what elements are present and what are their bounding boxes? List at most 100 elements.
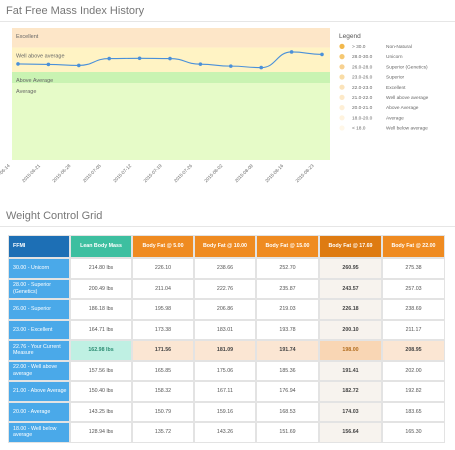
legend-swatch bbox=[339, 54, 345, 60]
x-tick-label: 2015-08-02 bbox=[203, 163, 223, 183]
legend-range: < 18.0 bbox=[352, 126, 366, 132]
body-fat-weight-cell: 150.79 bbox=[132, 401, 194, 422]
legend-label: Non-Natural bbox=[386, 44, 412, 50]
legend-range: 22.0-23.0 bbox=[352, 85, 373, 91]
body-fat-weight-cell: 175.06 bbox=[194, 360, 256, 381]
title-divider bbox=[0, 21, 455, 22]
body-fat-weight-cell: 195.98 bbox=[132, 299, 194, 320]
data-point bbox=[259, 65, 264, 70]
body-fat-weight-cell: 191.74 bbox=[256, 340, 319, 361]
body-fat-weight-cell: 159.16 bbox=[194, 401, 256, 422]
body-fat-weight-cell: 226.18 bbox=[319, 299, 382, 320]
x-tick-label: 2015-08-23 bbox=[295, 163, 315, 183]
weight-control-grid-title: Weight Control Grid bbox=[6, 210, 103, 222]
header-ffmi: FFMI bbox=[8, 235, 70, 258]
band-excellent bbox=[12, 28, 330, 48]
body-fat-weight-cell: 174.03 bbox=[319, 401, 382, 422]
current-measure-row: 22.76 - Your Current Measure 162.98 lbs 17… bbox=[8, 340, 445, 361]
data-point bbox=[16, 62, 20, 66]
data-point bbox=[46, 62, 51, 67]
header-lean-body-mass: Lean Body Mass bbox=[70, 235, 132, 258]
lean-mass-cell: 162.98 lbs bbox=[70, 340, 132, 361]
body-fat-weight-cell: 182.72 bbox=[319, 381, 382, 402]
x-tick-label: 2015-06-21 bbox=[21, 163, 41, 183]
ffmi-cell: 26.00 - Superior bbox=[8, 299, 70, 320]
band-label: Well above average bbox=[16, 54, 65, 60]
legend-label: Well above average bbox=[386, 95, 429, 101]
lean-mass-cell: 128.94 lbs bbox=[70, 422, 132, 443]
ffmi-history-chart: Excellent Well above average Above Average… bbox=[0, 28, 451, 183]
body-fat-weight-cell: 168.53 bbox=[256, 401, 319, 422]
lean-mass-cell: 200.49 lbs bbox=[70, 278, 132, 299]
ffmi-history-title: Fat Free Mass Index History bbox=[6, 5, 145, 17]
body-fat-weight-cell: 173.38 bbox=[132, 319, 194, 340]
data-point bbox=[168, 56, 172, 61]
legend-swatch bbox=[339, 74, 345, 80]
legend-label: Superior bbox=[386, 75, 405, 81]
body-fat-weight-cell: 226.10 bbox=[132, 258, 194, 279]
body-fat-weight-cell: 176.94 bbox=[256, 381, 319, 402]
weight-control-grid: FFMI Lean Body Mass Body Fat @ 5.00 Body… bbox=[8, 235, 445, 443]
body-fat-weight-cell: 193.78 bbox=[256, 319, 319, 340]
body-fat-weight-cell: 135.72 bbox=[132, 422, 194, 443]
data-point bbox=[320, 52, 324, 57]
lean-mass-cell: 186.18 lbs bbox=[70, 299, 132, 320]
body-fat-weight-cell: 211.04 bbox=[132, 278, 194, 299]
lean-mass-cell: 157.56 lbs bbox=[70, 360, 132, 381]
table-row: 23.00 - Excellent 164.71 lbs 173.38 183.01 1… bbox=[8, 319, 445, 340]
table-row: 26.00 - Superior 186.18 lbs 195.98 206.86 21… bbox=[8, 299, 445, 320]
x-tick-label: 2015-08-09 bbox=[234, 163, 254, 183]
table-row: 28.00 - Superior (Genetics) 200.49 lbs 211… bbox=[8, 278, 445, 299]
table-row: 18.00 - Well below average 128.94 lbs 135.… bbox=[8, 422, 445, 443]
legend-swatch bbox=[339, 94, 345, 100]
body-fat-weight-cell: 200.10 bbox=[319, 319, 382, 340]
band-average bbox=[12, 83, 330, 160]
table-row: 30.00 - Unicorn 214.80 lbs 226.10 238.66 252… bbox=[8, 258, 445, 279]
body-fat-weight-cell: 181.09 bbox=[194, 340, 256, 361]
grid-header-row: FFMI Lean Body Mass Body Fat @ 5.00 Body… bbox=[8, 235, 445, 258]
body-fat-weight-cell: 235.87 bbox=[256, 278, 319, 299]
header-body-fat-5: Body Fat @ 5.00 bbox=[132, 235, 194, 258]
legend-label: Above Average bbox=[386, 105, 419, 111]
body-fat-weight-cell: 275.38 bbox=[382, 258, 445, 279]
legend-title: Legend bbox=[339, 33, 361, 40]
legend-range: 23.0-26.0 bbox=[352, 75, 373, 81]
table-row: 21.00 - Above Average 150.40 lbs 158.32 167… bbox=[8, 381, 445, 402]
body-fat-weight-cell: 156.64 bbox=[319, 422, 382, 443]
legend-range: 20.0-21.0 bbox=[352, 105, 373, 111]
band-label: Average bbox=[16, 89, 36, 95]
x-tick-label: 2015-06-28 bbox=[51, 163, 71, 183]
band-label: Excellent bbox=[16, 34, 39, 40]
legend-range: 28.0-30.0 bbox=[352, 54, 373, 60]
body-fat-weight-cell: 238.66 bbox=[194, 258, 256, 279]
header-body-fat-10: Body Fat @ 10.00 bbox=[194, 235, 256, 258]
x-tick-label: 2015-07-05 bbox=[82, 163, 102, 183]
legend-label: Excellent bbox=[386, 85, 406, 91]
legend-label: Unicorn bbox=[386, 54, 403, 60]
data-point bbox=[229, 64, 233, 68]
lean-mass-cell: 164.71 lbs bbox=[70, 319, 132, 340]
body-fat-weight-cell: 206.86 bbox=[194, 299, 256, 320]
body-fat-weight-cell: 257.03 bbox=[382, 278, 445, 299]
x-tick-label: 2015-06-14 bbox=[0, 163, 11, 183]
band-label: Above Average bbox=[16, 78, 53, 84]
body-fat-weight-cell: 222.76 bbox=[194, 278, 256, 299]
legend-swatch bbox=[339, 64, 345, 70]
body-fat-weight-cell: 143.26 bbox=[194, 422, 256, 443]
body-fat-weight-cell: 260.95 bbox=[319, 258, 382, 279]
body-fat-weight-cell: 158.32 bbox=[132, 381, 194, 402]
body-fat-weight-cell: 183.65 bbox=[382, 401, 445, 422]
body-fat-weight-cell: 165.30 bbox=[382, 422, 445, 443]
lean-mass-cell: 150.40 lbs bbox=[70, 381, 132, 402]
legend-swatch bbox=[339, 115, 345, 121]
band-above-average bbox=[12, 72, 330, 83]
legend-label: Superior (Genetics) bbox=[386, 64, 428, 70]
lean-mass-cell: 214.80 lbs bbox=[70, 258, 132, 279]
header-body-fat-current: Body Fat @ 17.69 bbox=[319, 235, 382, 258]
legend-range: 18.0-20.0 bbox=[352, 115, 373, 121]
legend-range: 26.0-28.0 bbox=[352, 64, 373, 70]
body-fat-weight-cell: 167.11 bbox=[194, 381, 256, 402]
data-point bbox=[107, 56, 111, 61]
ffmi-cell: 30.00 - Unicorn bbox=[8, 258, 70, 279]
grid-title-divider bbox=[0, 226, 455, 227]
